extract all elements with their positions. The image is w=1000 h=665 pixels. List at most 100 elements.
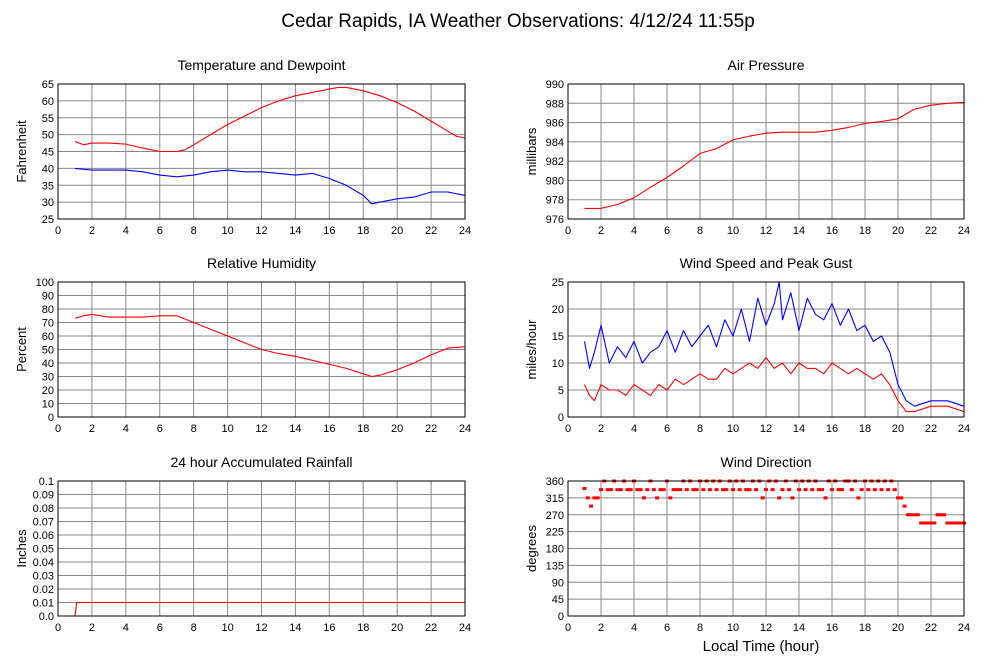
relative-humidity-x-tick-label: 0	[55, 423, 61, 435]
wind-direction-point	[595, 496, 600, 500]
wind-speed-and-peak-gust-x-tick-label: 2	[598, 423, 604, 435]
wind-direction-point	[625, 488, 630, 492]
24-hour-accumulated-rainfall-series-line-1	[74, 601, 465, 617]
wind-direction-x-tick-label: 20	[892, 622, 904, 634]
wind-speed-and-peak-gust-y-tick-label: 25	[552, 277, 564, 289]
air-pressure-x-tick-label: 14	[793, 225, 805, 237]
wind-direction-point	[879, 488, 884, 492]
24-hour-accumulated-rainfall-y-tick-label: 0.09	[33, 490, 54, 502]
relative-humidity-x-tick-label: 8	[191, 423, 197, 435]
wind-direction-point	[803, 488, 808, 492]
wind-direction-point	[942, 513, 947, 517]
wind-direction-point	[691, 488, 696, 492]
air-pressure-y-tick-label: 978	[546, 195, 564, 207]
relative-humidity-y-tick-label: 60	[42, 331, 54, 343]
wind-speed-and-peak-gust-x-tick-label: 0	[565, 423, 571, 435]
relative-humidity-y-tick-label: 70	[42, 318, 54, 330]
24-hour-accumulated-rainfall-y-tick-label: 0.04	[33, 557, 54, 569]
wind-direction-point	[589, 504, 594, 508]
wind-direction-point	[790, 496, 795, 500]
relative-humidity-y-tick-label: 50	[42, 345, 54, 357]
wind-speed-and-peak-gust-x-tick-label: 16	[826, 423, 838, 435]
wind-direction-point	[839, 488, 844, 492]
wind-direction-point	[764, 488, 768, 492]
relative-humidity-x-tick-label: 22	[425, 423, 437, 435]
wind-direction-point	[849, 488, 854, 492]
page-title: Cedar Rapids, IA Weather Observations: 4…	[281, 11, 755, 32]
wind-direction-point	[780, 488, 785, 492]
air-pressure-x-tick-label: 4	[631, 225, 637, 237]
wind-speed-and-peak-gust-title: Wind Speed and Peak Gust	[680, 255, 853, 271]
temperature-and-dewpoint-y-tick-label: 25	[42, 214, 54, 226]
wind-direction-point	[925, 521, 930, 525]
wind-speed-and-peak-gust-x-tick-label: 4	[631, 423, 637, 435]
air-pressure-x-tick-label: 24	[958, 225, 970, 237]
24-hour-accumulated-rainfall-x-tick-label: 18	[357, 622, 369, 634]
wind-direction-point	[684, 488, 689, 492]
wind-direction-point	[859, 488, 864, 492]
wind-direction-x-tick-label: 14	[793, 622, 805, 634]
wind-direction-point	[905, 513, 910, 517]
relative-humidity-y-tick-label: 90	[42, 291, 54, 303]
air-pressure-y-tick-label: 986	[546, 118, 564, 130]
wind-direction-point	[645, 488, 650, 492]
temperature-and-dewpoint-y-tick-label: 30	[42, 197, 54, 209]
wind-direction-point	[678, 488, 683, 492]
wind-direction-point	[935, 513, 940, 517]
temperature-and-dewpoint-series-line-2	[74, 167, 466, 205]
air-pressure-y-tick-label: 984	[546, 137, 564, 149]
wind-direction-point	[585, 496, 590, 500]
wind-direction-y-axis-label: degrees	[524, 525, 539, 572]
wind-direction-point	[830, 488, 834, 492]
temperature-and-dewpoint-x-tick-label: 2	[89, 225, 95, 237]
wind-speed-and-peak-gust-y-tick-label: 10	[552, 358, 564, 370]
24-hour-accumulated-rainfall-x-tick-label: 4	[123, 622, 129, 634]
wind-direction-point	[605, 488, 610, 492]
wind-direction-point	[608, 488, 613, 492]
temperature-and-dewpoint-y-tick-label: 65	[42, 79, 54, 91]
wind-direction-x-tick-label: 8	[697, 622, 703, 634]
temperature-and-dewpoint-y-tick-label: 40	[42, 163, 54, 175]
wind-direction-point	[787, 488, 792, 492]
wind-speed-and-peak-gust-y-tick-label: 20	[552, 304, 564, 316]
wind-direction-point	[641, 496, 646, 500]
wind-direction-y-tick-label: 225	[546, 527, 564, 539]
temperature-and-dewpoint-x-tick-label: 12	[255, 225, 267, 237]
24-hour-accumulated-rainfall-x-tick-label: 14	[289, 622, 301, 634]
wind-direction-point	[655, 496, 660, 500]
wind-direction-point	[671, 488, 676, 492]
relative-humidity-plot-frame	[57, 281, 466, 418]
air-pressure-y-tick-label: 988	[546, 98, 564, 110]
wind-direction-point	[836, 488, 841, 492]
wind-direction-y-tick-label: 315	[546, 493, 564, 505]
24-hour-accumulated-rainfall-x-tick-label: 12	[255, 622, 267, 634]
relative-humidity-y-tick-label: 0	[48, 412, 54, 424]
wind-speed-and-peak-gust-x-tick-label: 14	[793, 423, 805, 435]
wind-direction-point	[599, 488, 603, 492]
air-pressure-y-axis-label: millibars	[524, 127, 539, 175]
air-pressure-x-tick-label: 10	[727, 225, 739, 237]
wind-direction-point	[592, 496, 597, 500]
wind-speed-and-peak-gust-series-line-1	[583, 281, 965, 407]
wind-direction-point	[721, 488, 726, 492]
temperature-and-dewpoint-x-tick-label: 22	[425, 225, 437, 237]
x-axis-label-local-time: Local Time (hour)	[703, 638, 820, 655]
wind-direction-point	[707, 488, 712, 492]
temperature-and-dewpoint-x-tick-label: 8	[191, 225, 197, 237]
wind-direction-point	[912, 513, 917, 517]
wind-direction-point	[929, 521, 933, 525]
wind-direction-point	[866, 488, 871, 492]
wind-speed-and-peak-gust-plot-frame	[567, 281, 965, 418]
relative-humidity-y-tick-label: 20	[42, 385, 54, 397]
air-pressure-y-tick-label: 990	[546, 79, 564, 91]
air-pressure-x-tick-label: 6	[664, 225, 670, 237]
wind-speed-and-peak-gust-x-tick-label: 24	[958, 423, 970, 435]
wind-direction-point	[932, 521, 937, 525]
relative-humidity-x-tick-label: 2	[89, 423, 95, 435]
air-pressure-series-line-1	[584, 101, 965, 209]
wind-speed-and-peak-gust-x-tick-label: 20	[892, 423, 904, 435]
relative-humidity-y-tick-label: 80	[42, 304, 54, 316]
wind-direction-x-tick-label: 22	[925, 622, 937, 634]
wind-direction-point	[922, 521, 927, 525]
